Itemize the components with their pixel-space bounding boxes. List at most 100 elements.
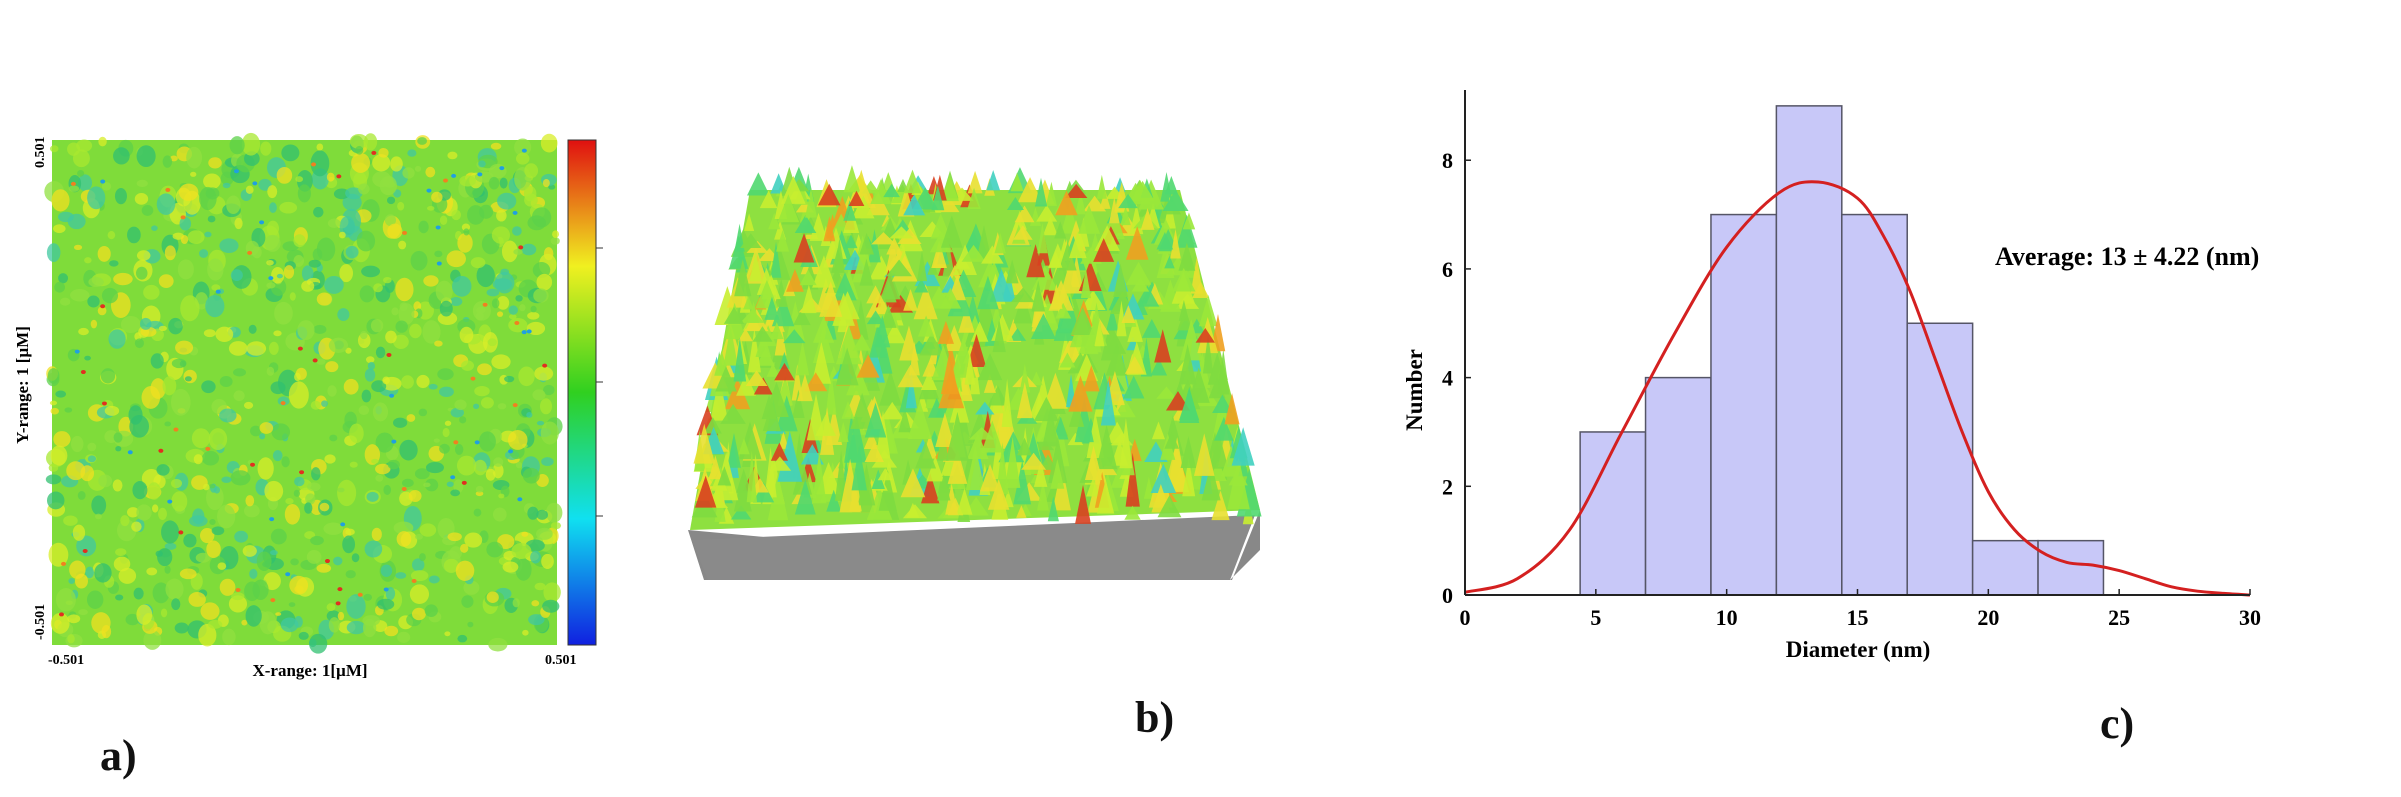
surface-spike — [811, 341, 832, 384]
heatmap-speckle — [49, 145, 59, 153]
surface-spike — [1175, 214, 1198, 248]
surface-spike — [1096, 479, 1115, 514]
surface-spike — [848, 190, 865, 206]
surface-spike — [1030, 313, 1057, 340]
surface-spike — [1113, 263, 1128, 298]
heatmap-speckle — [67, 142, 81, 156]
surface-spike — [1050, 458, 1065, 489]
heatmap-speckle — [542, 599, 560, 613]
heatmap-speckle — [491, 298, 500, 309]
heatmap-speckle — [431, 191, 443, 203]
surface-spike — [809, 212, 828, 241]
surface-spike — [1100, 379, 1116, 426]
surface-spike — [752, 326, 773, 342]
heatmap-speckle — [349, 133, 369, 149]
heatmap-speckle — [233, 368, 247, 377]
heatmap-speckle — [221, 476, 232, 483]
surface-spike — [717, 466, 732, 486]
heatmap-speckle — [297, 320, 315, 341]
surface-spike — [1154, 329, 1172, 363]
surface-spike — [1217, 348, 1230, 395]
heatmap-speckle — [152, 582, 170, 604]
heatmap-speckle — [136, 250, 151, 261]
surface-spike — [823, 216, 836, 242]
heatmap-speckle — [115, 594, 124, 601]
surface-spike — [875, 293, 889, 315]
heatmap-hotspot — [443, 178, 449, 183]
heatmap-speckle — [101, 624, 112, 639]
heatmap-speckle — [407, 149, 417, 157]
surface-spike — [1179, 319, 1203, 361]
surface-spike — [755, 331, 772, 358]
heatmap-speckle — [132, 481, 148, 500]
histogram-bar — [2037, 539, 2105, 596]
surface-spike — [844, 234, 858, 249]
heatmap-speckle — [129, 415, 150, 438]
heatmap-speckle — [146, 567, 158, 576]
surface-spike — [1004, 436, 1021, 488]
surface-spike — [1109, 196, 1120, 224]
heatmap-speckle — [478, 204, 494, 219]
heatmap-2d: -0.501 0.501 X-range: 1[µM] 0.501 -0.501… — [13, 132, 603, 680]
heatmap-speckle — [494, 271, 515, 294]
heatmap-speckle — [316, 292, 332, 306]
surface-spike — [937, 320, 954, 344]
heatmap-speckle — [219, 578, 236, 596]
y-axis-label: Number — [1402, 349, 1427, 431]
heatmap-speckle — [328, 337, 349, 353]
heatmap-speckle — [539, 398, 553, 415]
surface-spike — [1164, 431, 1180, 449]
surface-spike — [1026, 244, 1045, 278]
heatmap-hotspot — [270, 598, 276, 603]
heatmap-speckle — [541, 457, 554, 467]
surface-spike — [729, 235, 749, 269]
heatmap-speckle — [513, 248, 523, 255]
heatmap-speckle — [243, 401, 254, 409]
surface-spike — [938, 367, 965, 409]
heatmap-hotspot — [517, 497, 523, 502]
heatmap-speckle — [293, 254, 305, 267]
heatmap-speckle — [459, 416, 467, 424]
surface-spike — [723, 326, 738, 366]
surface-spike — [764, 296, 780, 320]
surface-spike — [1118, 193, 1138, 209]
heatmap-speckle — [174, 622, 189, 634]
heatmap-speckle — [297, 184, 311, 203]
heatmap-speckle — [499, 177, 508, 189]
heatmap-speckle — [531, 600, 540, 607]
heatmap-speckle — [87, 295, 100, 308]
heatmap-speckle — [131, 521, 142, 532]
surface-spike — [817, 183, 841, 206]
surface-spike — [931, 240, 947, 268]
heatmap-speckle — [532, 389, 546, 401]
heatmap-speckle — [360, 330, 368, 340]
surface-spike — [693, 423, 716, 464]
heatmap-hotspot — [340, 522, 346, 527]
heatmap-speckle — [425, 462, 444, 474]
surface-spike — [1195, 327, 1215, 343]
heatmap-speckle — [461, 595, 474, 608]
surface-spike — [1116, 300, 1127, 337]
heatmap-speckle — [375, 463, 391, 475]
heatmap-speckle — [171, 598, 181, 611]
heatmap-hotspot — [61, 561, 67, 566]
heatmap-speckle — [349, 461, 358, 468]
heatmap-speckle — [455, 560, 475, 581]
surface-spike — [1036, 480, 1049, 511]
heatmap-hotspot — [401, 486, 407, 491]
surface-spike — [792, 458, 812, 495]
surface-spike — [1075, 484, 1091, 524]
heatmap-speckle — [127, 226, 141, 244]
panel-a-label: a) — [100, 731, 137, 780]
heatmap-speckle — [180, 234, 189, 245]
heatmap-speckle — [508, 305, 518, 315]
heatmap-speckle — [439, 443, 450, 454]
heatmap-speckle — [56, 588, 76, 612]
histogram-bar — [1971, 539, 2039, 596]
heatmap-speckle — [217, 504, 236, 529]
heatmap-hotspot — [482, 302, 488, 307]
surface-spike — [1124, 356, 1145, 374]
surface-spike — [805, 187, 817, 218]
heatmap-speckle — [113, 147, 130, 165]
heatmap-speckle — [76, 139, 93, 152]
